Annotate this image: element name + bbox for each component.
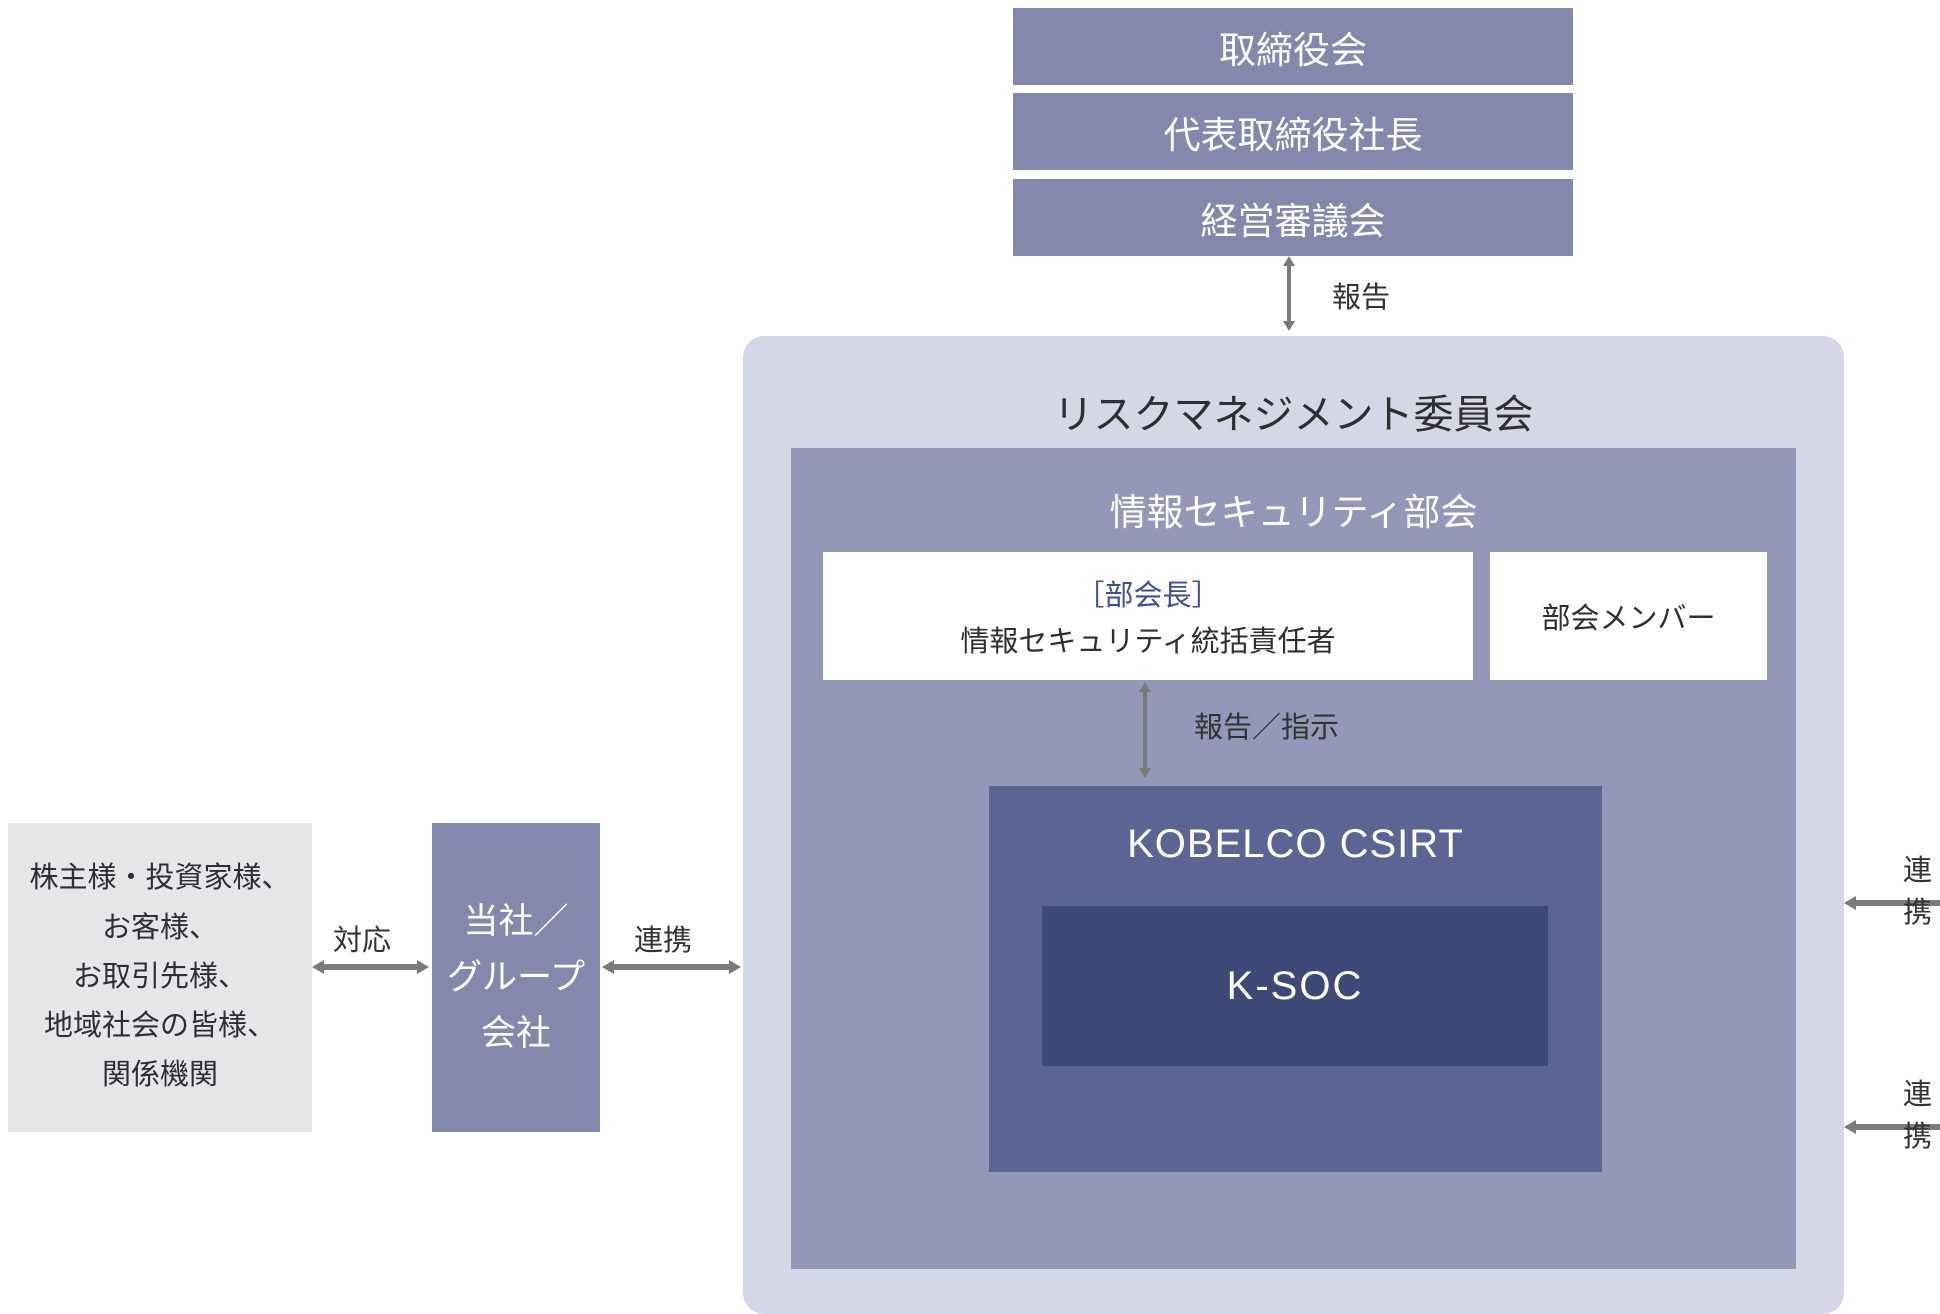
title-risk-committee: リスクマネジメント委員会 (743, 384, 1844, 437)
label-renkei-1: 連携 (634, 917, 692, 959)
arrow-renkei-left (602, 957, 741, 977)
box-group: 当社／ グループ 会社 (432, 823, 600, 1132)
label-report-instruct: 報告／指示 (1194, 704, 1339, 746)
label: 取締役会 (1219, 20, 1367, 74)
label: 株主様・投資家様、 お客様、 お取引先様、 地域社会の皆様、 関係機関 (29, 854, 290, 1100)
arrow-report (1279, 256, 1299, 331)
label-chair-role: 情報セキュリティ統括責任者 (960, 618, 1335, 660)
arrow-taiou (312, 957, 429, 977)
label: 代表取締役社長 (1164, 105, 1423, 159)
title-csirt: KOBELCO CSIRT (989, 818, 1602, 871)
arrow-report-instruct (1135, 682, 1155, 778)
box-members: 部会メンバー (1490, 552, 1767, 680)
box-council: 経営審議会 (1013, 179, 1573, 256)
title-security-section: 情報セキュリティ部会 (791, 482, 1796, 535)
label: 当社／ グループ 会社 (447, 894, 585, 1062)
label: 経営審議会 (1201, 191, 1386, 245)
label-chair-bracket: ［部会長］ (1075, 572, 1220, 614)
box-president: 代表取締役社長 (1013, 93, 1573, 170)
label: K-SOC (1227, 964, 1364, 1009)
label-taiou: 対応 (333, 917, 391, 959)
label-renkei-3: 連携 (1903, 1071, 1940, 1155)
label: KOBELCO CSIRT (1127, 822, 1464, 867)
label: リスクマネジメント委員会 (1054, 382, 1534, 440)
box-ksoc: K-SOC (1042, 906, 1548, 1066)
label-report: 報告 (1332, 274, 1390, 316)
label: 部会メンバー (1541, 595, 1715, 637)
box-chair: ［部会長］ 情報セキュリティ統括責任者 (823, 552, 1473, 680)
label-renkei-2: 連携 (1903, 847, 1940, 931)
box-stakeholders: 株主様・投資家様、 お客様、 お取引先様、 地域社会の皆様、 関係機関 (8, 823, 312, 1132)
box-board: 取締役会 (1013, 8, 1573, 85)
label: 情報セキュリティ部会 (1110, 482, 1478, 536)
